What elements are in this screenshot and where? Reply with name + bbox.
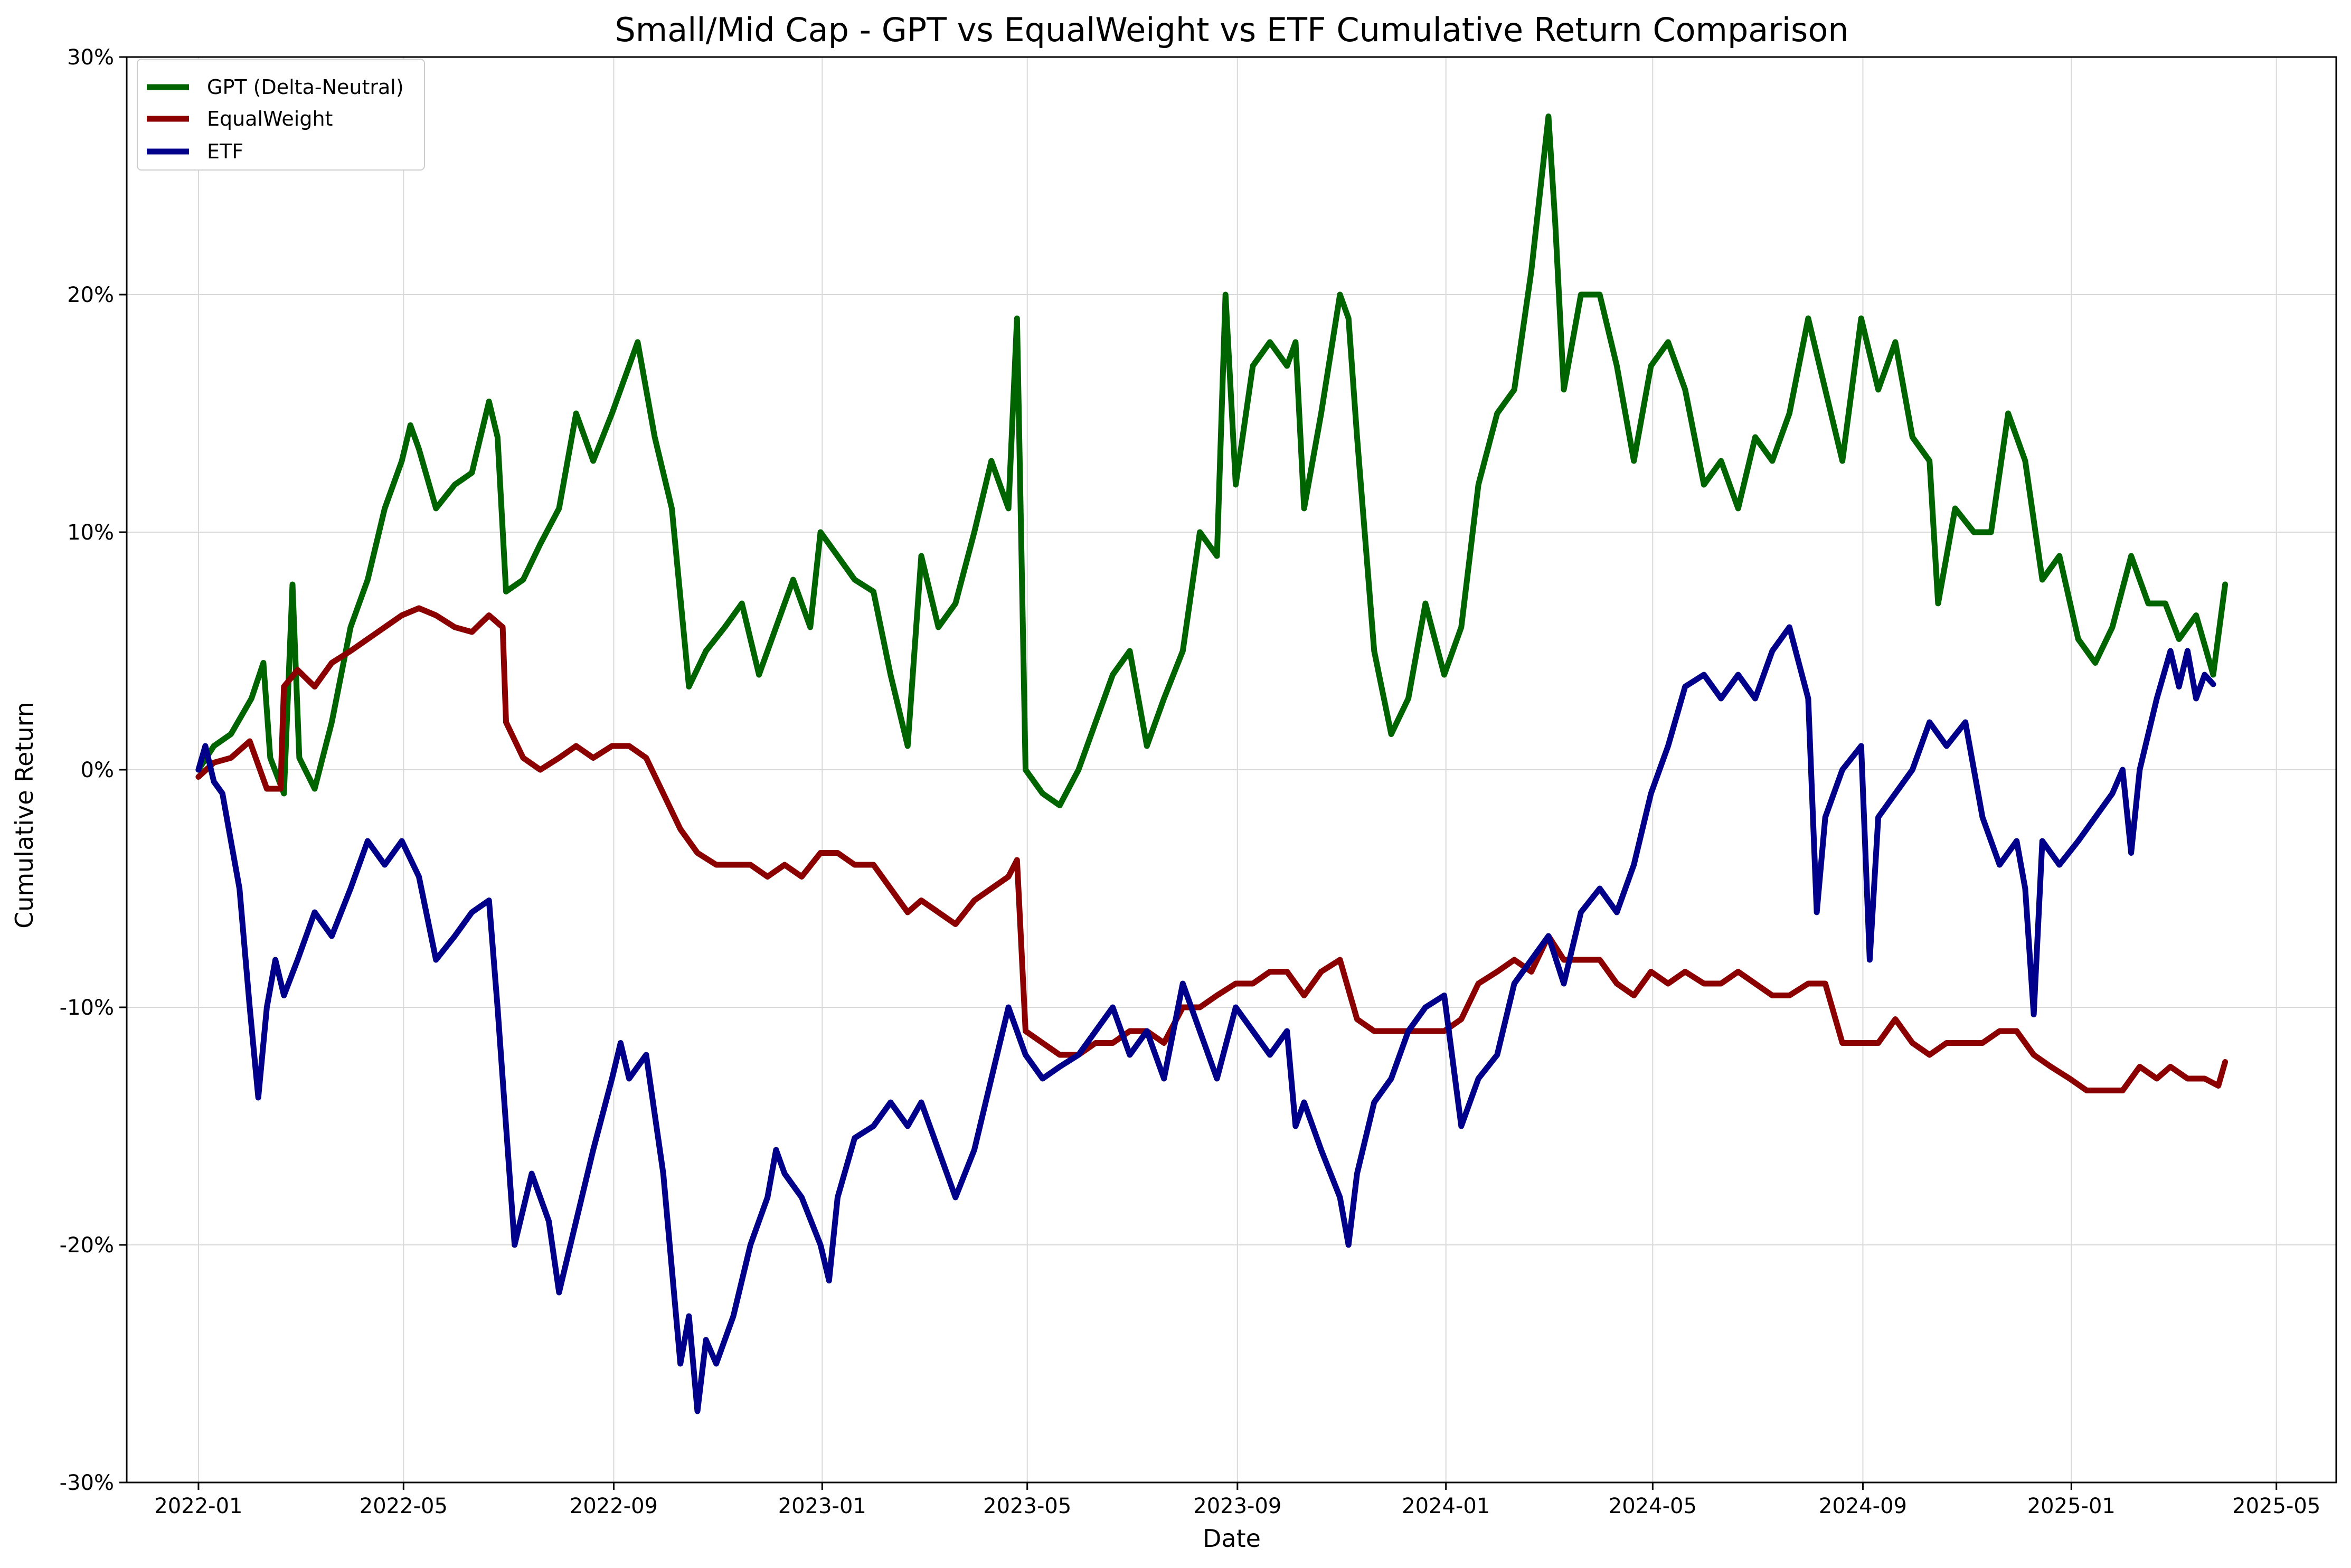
x-tick-label: 2022-05 <box>360 1494 448 1518</box>
legend: GPT (Delta-Neutral) EqualWeight ETF <box>137 59 425 171</box>
y-tick-label: 20% <box>67 283 114 307</box>
y-tick-label: 30% <box>67 45 114 70</box>
series-line-gpt <box>195 114 2229 808</box>
x-tick-label: 2023-01 <box>778 1494 866 1518</box>
legend-label-equalweight: EqualWeight <box>207 107 333 130</box>
y-tick-label: 0% <box>81 758 114 782</box>
legend-label-etf: ETF <box>207 140 243 163</box>
y-axis-title: Cumulative Return <box>10 702 39 929</box>
x-tick-label: 2022-01 <box>154 1494 242 1518</box>
series-line-etf <box>195 624 2216 1414</box>
x-tick-label: 2025-01 <box>2027 1494 2116 1518</box>
y-tick-label: -30% <box>60 1471 114 1495</box>
x-tick-label: 2024-01 <box>1402 1494 1490 1518</box>
x-tick-label: 2023-05 <box>983 1494 1071 1518</box>
axis-ticks: 2022-01 2022-05 2022-09 2023-01 2023-05 2023-… <box>60 45 2321 1518</box>
y-tick-label: -10% <box>60 996 114 1020</box>
x-tick-label: 2023-09 <box>1193 1494 1281 1518</box>
legend-label-gpt: GPT (Delta-Neutral) <box>207 75 404 99</box>
y-tick-label: 10% <box>67 521 114 545</box>
legend-box <box>137 59 425 171</box>
x-tick-label: 2022-09 <box>570 1494 658 1518</box>
chart-title: Small/Mid Cap - GPT vs EqualWeight vs ET… <box>615 11 1848 49</box>
x-tick-label: 2025-05 <box>2232 1494 2320 1518</box>
y-tick-label: -20% <box>60 1233 114 1258</box>
x-tick-label: 2024-05 <box>1609 1494 1697 1518</box>
x-tick-label: 2024-09 <box>1819 1494 1907 1518</box>
x-axis-title: Date <box>1203 1524 1261 1553</box>
series-lines <box>195 114 2229 1414</box>
